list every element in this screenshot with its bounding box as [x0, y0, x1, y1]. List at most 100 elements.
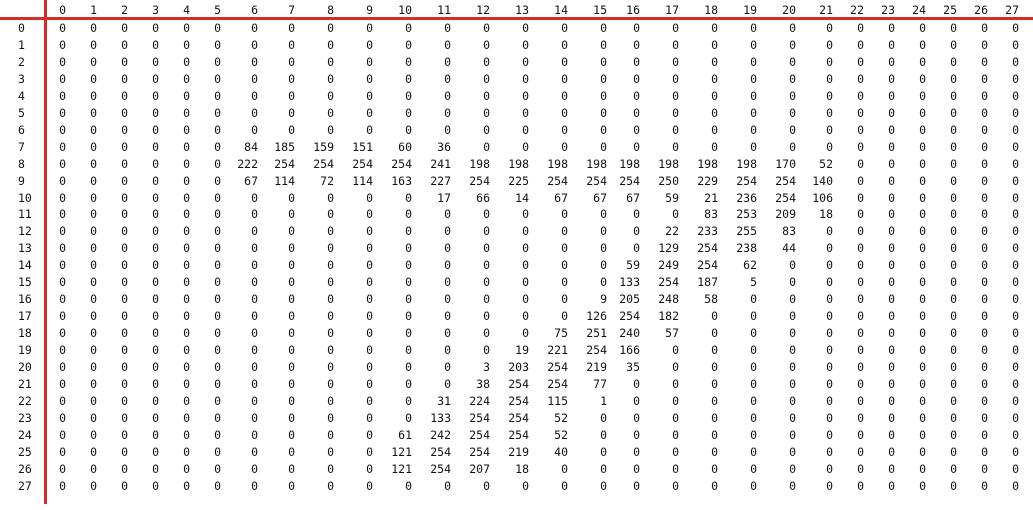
table-cell: 0	[288, 376, 295, 391]
table-cell: 198	[469, 156, 490, 171]
row-header: 25	[18, 444, 32, 459]
table-cell: 0	[750, 393, 757, 408]
table-cell: 0	[672, 105, 679, 120]
table-cell: 0	[672, 207, 679, 222]
table-cell: 0	[888, 393, 895, 408]
table-cell: 0	[121, 241, 128, 256]
table-cell: 0	[251, 54, 258, 69]
table-cell: 0	[950, 71, 957, 86]
table-cell: 254	[469, 444, 490, 459]
table-cell: 0	[672, 360, 679, 374]
table-cell: 0	[483, 122, 490, 137]
table-cell: 0	[919, 427, 926, 442]
table-cell: 0	[121, 393, 128, 408]
table-cell: 0	[561, 241, 568, 256]
table-cell: 0	[90, 241, 97, 256]
table-cell: 0	[981, 326, 988, 341]
table-cell: 0	[152, 37, 159, 52]
table-cell: 0	[152, 292, 159, 307]
table-cell: 0	[90, 21, 97, 35]
table-cell: 0	[59, 309, 66, 324]
table-cell: 0	[152, 207, 159, 222]
table-cell: 0	[90, 224, 97, 239]
table-cell: 0	[288, 88, 295, 103]
table-cell: 0	[444, 207, 451, 222]
table-cell: 0	[826, 71, 833, 86]
table-cell: 0	[183, 292, 190, 307]
table-cell: 0	[789, 309, 796, 324]
table-cell: 254	[508, 376, 529, 391]
table-cell: 0	[59, 105, 66, 120]
table-cell: 0	[214, 156, 221, 171]
table-cell: 0	[214, 410, 221, 425]
table-cell: 0	[981, 478, 988, 493]
table-cell: 0	[750, 21, 757, 35]
table-cell: 0	[857, 343, 864, 358]
table-cell: 0	[919, 444, 926, 459]
table-cell: 0	[483, 37, 490, 52]
table-cell: 0	[1012, 258, 1019, 273]
table-cell: 0	[561, 122, 568, 137]
column-header: 19	[743, 3, 757, 17]
table-cell: 67	[554, 190, 568, 205]
table-cell: 224	[469, 393, 490, 408]
table-cell: 0	[826, 478, 833, 493]
table-cell: 0	[327, 410, 334, 425]
table-cell: 0	[750, 105, 757, 120]
table-cell: 0	[789, 461, 796, 476]
table-cell: 0	[59, 37, 66, 52]
table-cell: 0	[183, 156, 190, 171]
table-cell: 0	[251, 410, 258, 425]
table-cell: 254	[736, 173, 757, 188]
table-cell: 0	[857, 207, 864, 222]
table-cell: 0	[750, 478, 757, 493]
table-cell: 0	[121, 71, 128, 86]
table-cell: 0	[522, 292, 529, 307]
table-cell: 0	[888, 207, 895, 222]
table-cell: 163	[391, 173, 412, 188]
column-header: 1	[90, 3, 97, 17]
table-cell: 0	[327, 122, 334, 137]
table-cell: 19	[515, 343, 529, 358]
table-cell: 0	[950, 444, 957, 459]
table-cell: 0	[59, 122, 66, 137]
table-cell: 236	[736, 190, 757, 205]
table-cell: 0	[750, 444, 757, 459]
table-cell: 254	[697, 241, 718, 256]
table-cell: 0	[59, 54, 66, 69]
table-cell: 14	[515, 190, 529, 205]
table-cell: 151	[352, 139, 373, 154]
table-cell: 0	[214, 478, 221, 493]
table-cell: 0	[405, 410, 412, 425]
table-cell: 0	[672, 427, 679, 442]
table-cell: 0	[950, 139, 957, 154]
table-cell: 0	[366, 37, 373, 52]
table-cell: 0	[59, 173, 66, 188]
table-cell: 0	[857, 461, 864, 476]
table-cell: 0	[1012, 326, 1019, 341]
table-cell: 0	[90, 393, 97, 408]
table-cell: 0	[90, 207, 97, 222]
table-cell: 0	[950, 410, 957, 425]
table-cell: 254	[775, 190, 796, 205]
table-cell: 0	[711, 393, 718, 408]
table-cell: 0	[288, 393, 295, 408]
table-cell: 0	[672, 54, 679, 69]
table-cell: 254	[508, 427, 529, 442]
table-cell: 0	[826, 21, 833, 35]
table-cell: 0	[214, 326, 221, 341]
table-cell: 0	[826, 37, 833, 52]
table-cell: 0	[152, 461, 159, 476]
table-cell: 0	[214, 275, 221, 290]
table-cell: 0	[327, 393, 334, 408]
table-cell: 219	[508, 444, 529, 459]
table-cell: 0	[251, 21, 258, 35]
table-cell: 0	[251, 275, 258, 290]
table-cell: 254	[547, 173, 568, 188]
table-cell: 0	[251, 292, 258, 307]
table-cell: 0	[561, 88, 568, 103]
table-cell: 0	[857, 376, 864, 391]
table-cell: 0	[366, 122, 373, 137]
table-cell: 0	[483, 326, 490, 341]
